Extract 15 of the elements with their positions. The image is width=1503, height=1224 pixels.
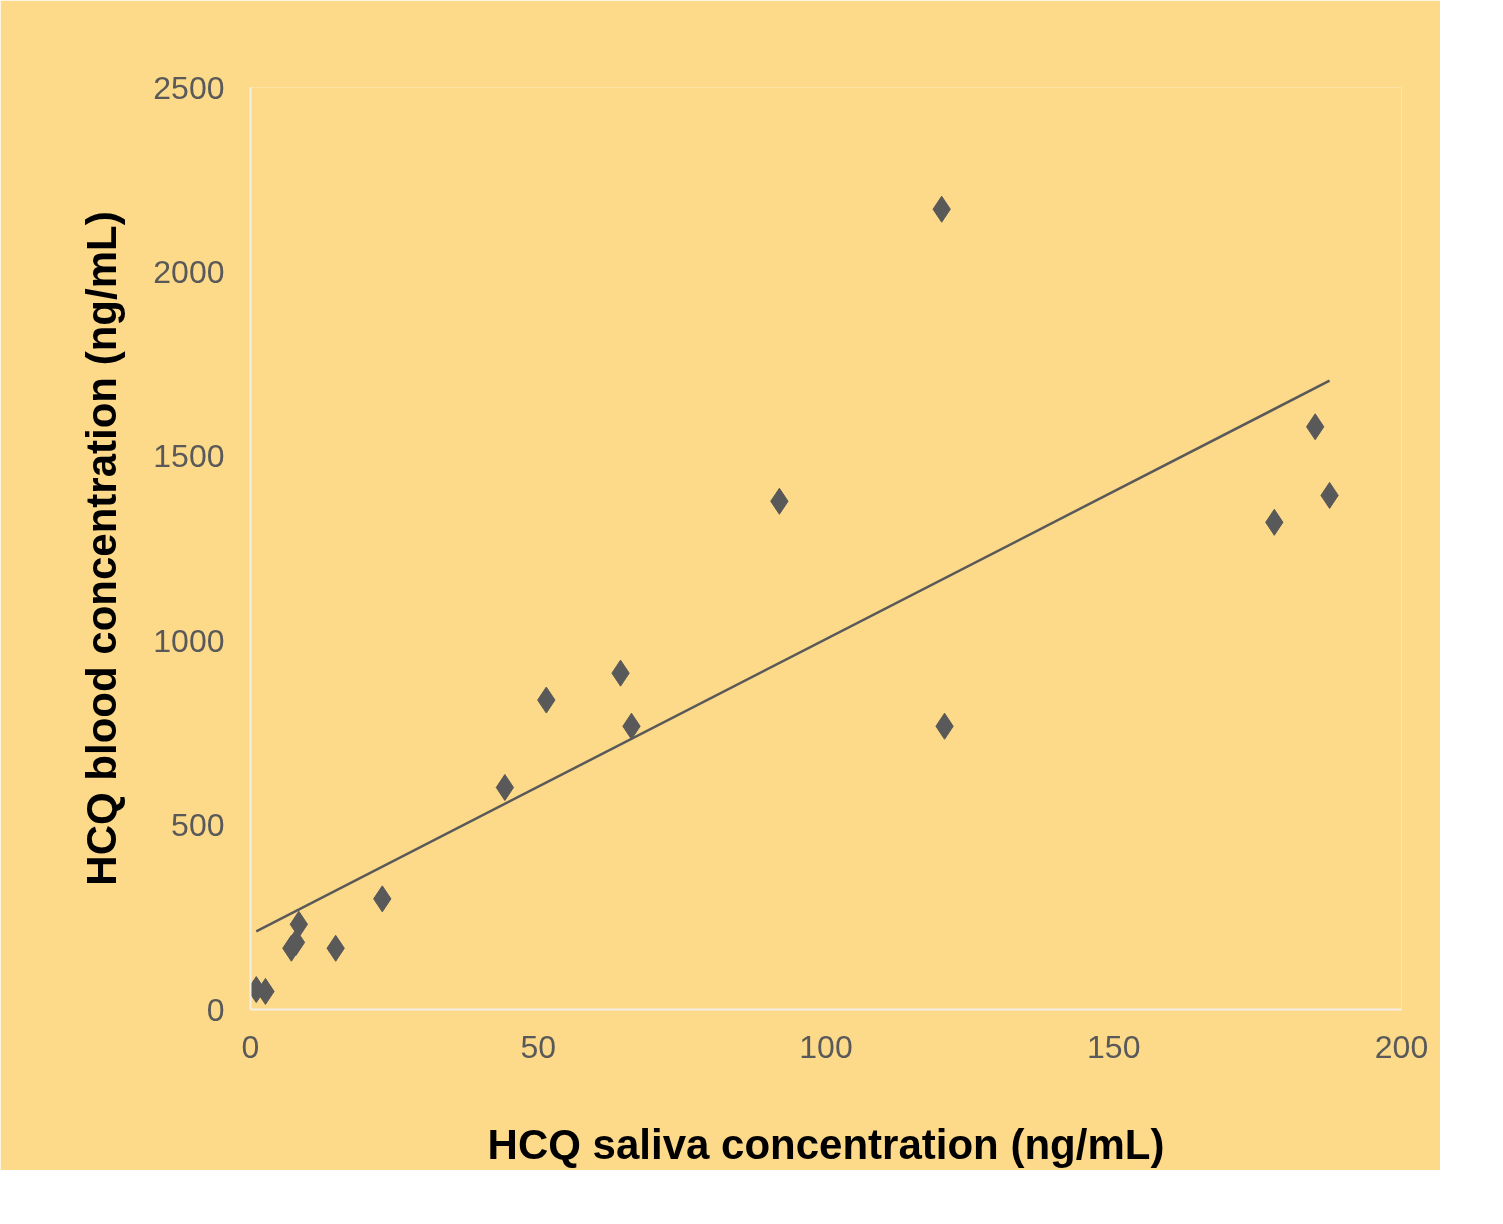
y-tick-label: 500 — [171, 807, 225, 844]
y-tick-label: 0 — [206, 991, 225, 1028]
y-tick-label: 2000 — [153, 253, 225, 290]
y-tick-label: 1000 — [153, 622, 225, 659]
x-tick-label: 50 — [520, 1028, 557, 1065]
x-tick-label: 100 — [799, 1028, 853, 1065]
point — [289, 910, 309, 938]
y-axis-title: HCQ blood concentration (ng/mL) — [78, 211, 126, 886]
x-axis-title: HCQ saliva concentration (ng/mL) — [487, 1120, 1165, 1168]
x-tick-label: 0 — [241, 1028, 260, 1065]
y-tick-label: 1500 — [153, 438, 225, 475]
x-tick-label: 200 — [1374, 1028, 1429, 1065]
point — [495, 773, 515, 801]
x-tick-label: 150 — [1087, 1028, 1141, 1065]
y-tick-label: 2500 — [153, 69, 225, 106]
